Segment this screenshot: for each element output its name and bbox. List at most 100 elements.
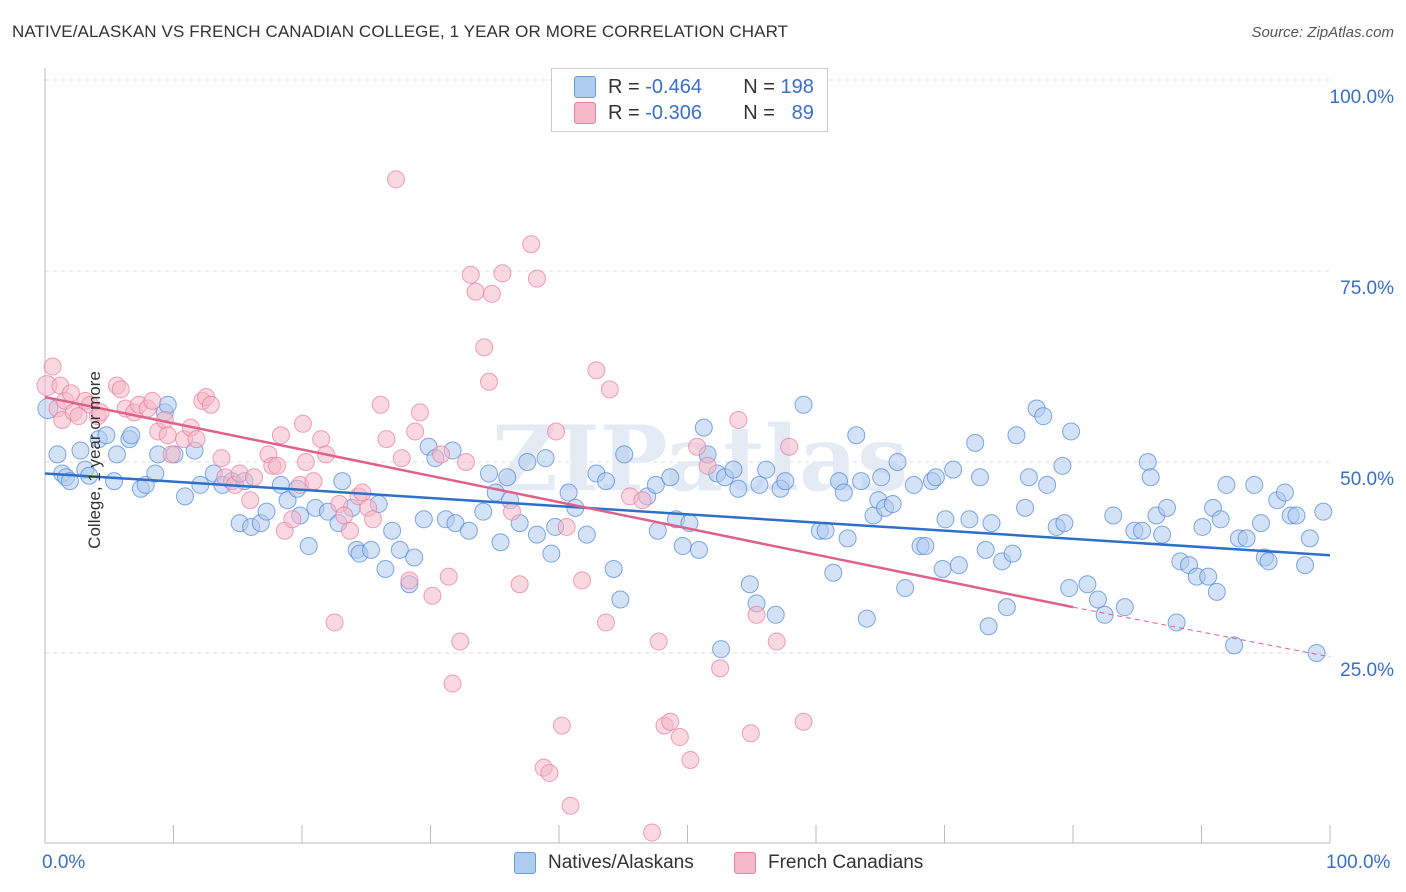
natives-point bbox=[1300, 529, 1319, 548]
natives-point bbox=[1287, 506, 1306, 525]
natives-point bbox=[1307, 644, 1326, 662]
french-point bbox=[400, 571, 419, 590]
x-tick-label-min: 0.0% bbox=[42, 852, 86, 873]
french-point bbox=[540, 763, 559, 782]
y-tick-label-50: 50.0% bbox=[1340, 469, 1394, 490]
french-trend-line bbox=[44, 395, 1074, 609]
natives-point bbox=[1207, 582, 1226, 601]
natives-point bbox=[271, 475, 290, 494]
natives-point bbox=[383, 521, 402, 540]
natives-point bbox=[883, 495, 902, 514]
french-point bbox=[479, 372, 498, 391]
french-point bbox=[596, 613, 615, 632]
natives-point bbox=[1199, 567, 1218, 586]
natives-point bbox=[1193, 517, 1212, 536]
french-point bbox=[600, 380, 619, 399]
natives-point bbox=[673, 537, 692, 556]
french-point bbox=[711, 659, 730, 678]
french-point bbox=[304, 472, 323, 491]
natives-point bbox=[690, 540, 709, 559]
natives-point bbox=[661, 468, 680, 487]
french-point bbox=[212, 449, 231, 468]
natives-point bbox=[1251, 514, 1270, 533]
natives-point bbox=[1007, 426, 1026, 445]
natives-point bbox=[872, 468, 891, 487]
natives-point bbox=[498, 468, 517, 487]
natives-point bbox=[960, 510, 979, 529]
french-point bbox=[643, 823, 662, 842]
natives-point bbox=[1141, 468, 1160, 487]
french-point bbox=[794, 712, 813, 731]
french-point bbox=[406, 422, 425, 441]
french-point bbox=[439, 567, 458, 586]
natives-point bbox=[542, 544, 561, 563]
natives-point bbox=[1275, 483, 1294, 502]
natives-point bbox=[577, 525, 596, 544]
natives-point bbox=[1003, 544, 1022, 563]
natives-point bbox=[1138, 453, 1157, 471]
french-point bbox=[410, 403, 429, 422]
natives-point bbox=[979, 617, 998, 636]
french-point bbox=[423, 586, 442, 605]
natives-point bbox=[1053, 456, 1072, 475]
natives-point bbox=[824, 563, 843, 582]
natives-point bbox=[1016, 498, 1035, 517]
natives-point bbox=[559, 483, 578, 502]
natives-point bbox=[648, 521, 667, 540]
french-point bbox=[187, 430, 206, 449]
french-point bbox=[111, 380, 130, 399]
legend-item-french: French Canadians bbox=[734, 852, 923, 874]
natives-point bbox=[459, 521, 478, 540]
natives-point bbox=[1088, 590, 1107, 609]
french-point bbox=[451, 632, 470, 651]
french-point bbox=[688, 437, 707, 456]
natives-point bbox=[1237, 529, 1256, 548]
natives-point bbox=[1133, 521, 1152, 540]
natives-point bbox=[146, 464, 165, 483]
french-point bbox=[649, 632, 668, 651]
r-label: R = bbox=[608, 101, 640, 124]
y-axis-label: College, 1 year or more bbox=[84, 371, 104, 549]
natives-point bbox=[1104, 506, 1123, 525]
natives-point bbox=[838, 529, 857, 548]
french-point bbox=[296, 453, 315, 471]
natives-point bbox=[176, 487, 195, 506]
stats-legend-row-french: R = -0.306 N = 89 bbox=[574, 101, 814, 125]
french-point bbox=[573, 571, 592, 590]
natives-point bbox=[834, 483, 853, 502]
r-label: R = bbox=[608, 75, 640, 98]
french-point bbox=[245, 468, 264, 487]
natives-point bbox=[1217, 475, 1236, 494]
natives-point bbox=[757, 460, 776, 479]
french-point bbox=[510, 575, 529, 594]
french-point bbox=[475, 338, 494, 357]
french-point bbox=[283, 510, 302, 529]
natives-point bbox=[474, 502, 493, 521]
natives-point bbox=[518, 453, 537, 471]
french-point bbox=[312, 430, 331, 449]
natives-point bbox=[615, 445, 634, 464]
french-point bbox=[466, 282, 485, 301]
natives-point bbox=[1019, 468, 1038, 487]
natives-point bbox=[970, 468, 989, 487]
stats-legend-row-natives: R = -0.464 N = 198 bbox=[574, 75, 814, 99]
r-value: -0.464 bbox=[645, 75, 702, 98]
natives-point bbox=[158, 395, 177, 414]
natives-point bbox=[1055, 514, 1074, 533]
french-point bbox=[363, 510, 382, 529]
natives-point bbox=[1157, 498, 1176, 517]
natives-point bbox=[916, 537, 935, 556]
natives-point bbox=[750, 475, 769, 494]
natives-point bbox=[724, 460, 743, 479]
natives-point bbox=[446, 514, 465, 533]
natives-point bbox=[527, 525, 546, 544]
french-point bbox=[386, 170, 405, 189]
natives-point bbox=[60, 472, 79, 491]
source-credit: Source: ZipAtlas.com bbox=[1251, 24, 1394, 41]
n-value: 198 bbox=[780, 75, 814, 98]
x-tick-label-max: 100.0% bbox=[1326, 852, 1391, 873]
natives-point bbox=[107, 445, 126, 464]
natives-point bbox=[1060, 579, 1079, 598]
natives-point bbox=[766, 605, 785, 624]
